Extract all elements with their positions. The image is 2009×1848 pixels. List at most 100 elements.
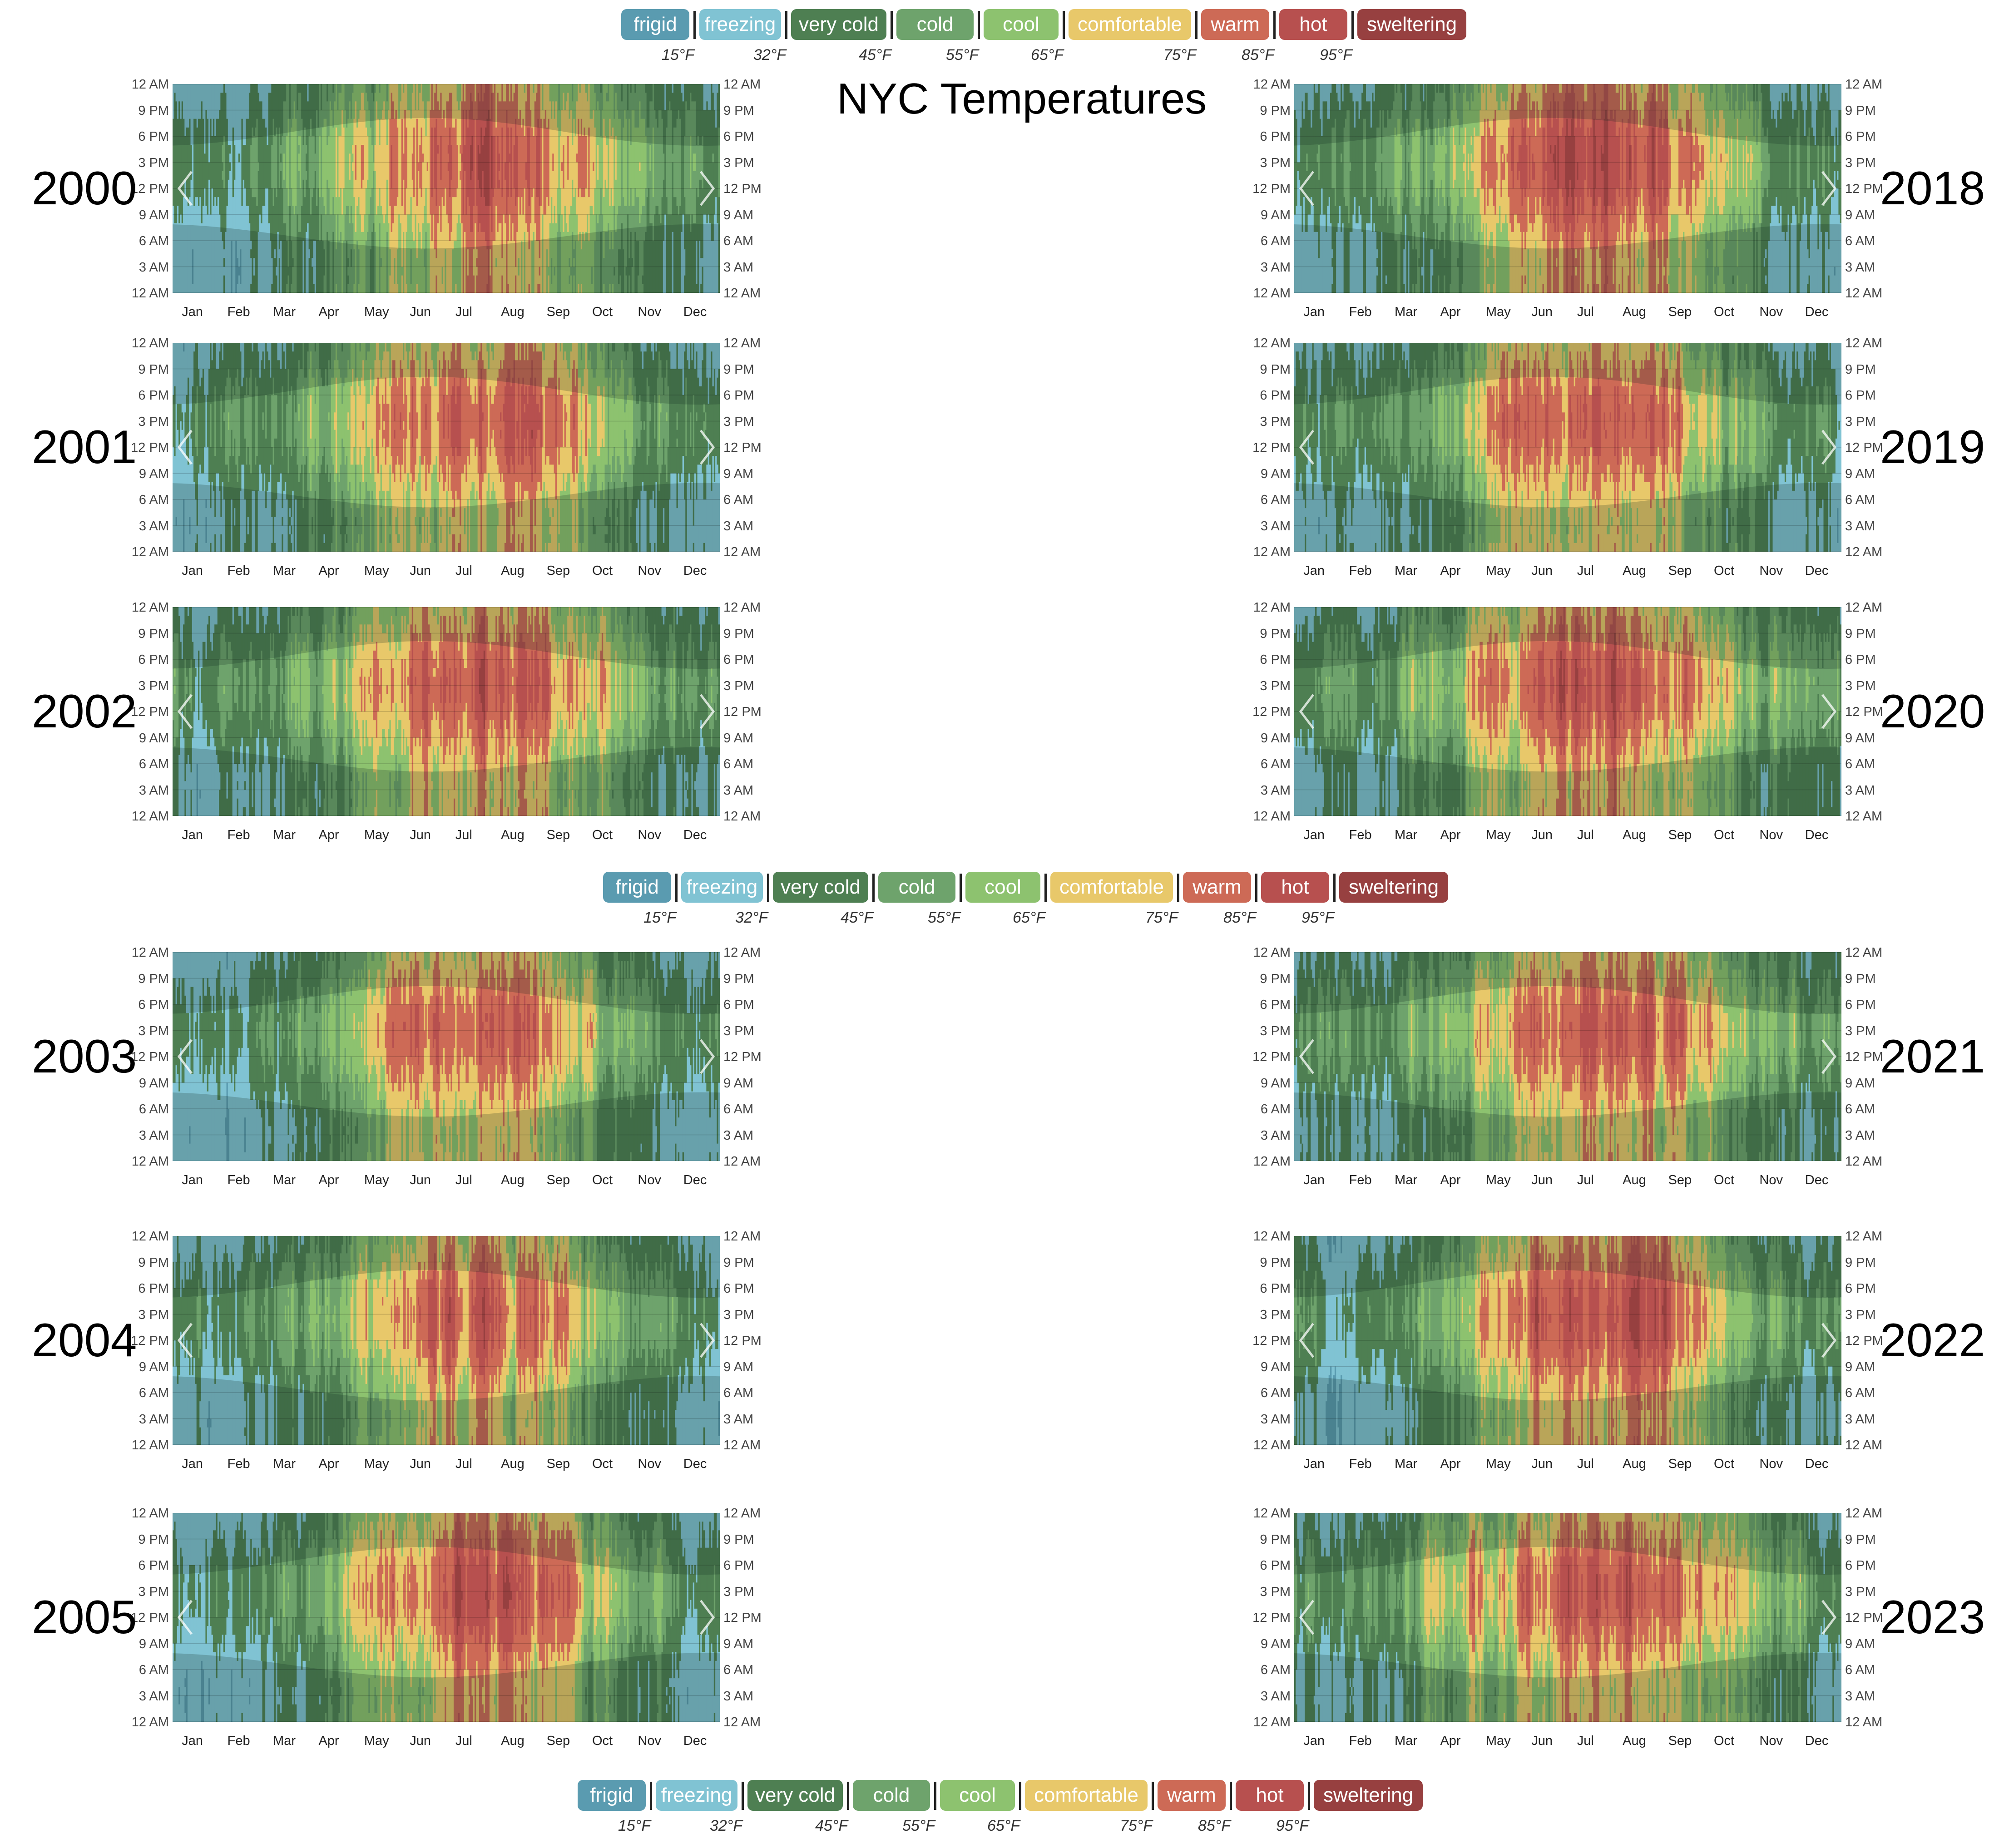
- y-tick-label: 6 AM: [723, 757, 753, 771]
- chevron-left-icon[interactable]: [174, 691, 197, 732]
- legend-item: sweltering: [1314, 1780, 1423, 1811]
- y-tick-label: 12 AM: [114, 336, 169, 350]
- legend-separator: [934, 1782, 936, 1810]
- legend-separator: [872, 874, 875, 902]
- legend-item: warm: [1201, 9, 1269, 40]
- legend-item: sweltering: [1357, 9, 1466, 40]
- y-tick-label: 12 AM: [114, 78, 169, 91]
- x-tick-label: Nov: [638, 563, 661, 578]
- x-tick-label: Oct: [592, 828, 613, 843]
- y-tick-label: 3 PM: [723, 415, 754, 429]
- legend-separator: [1308, 1782, 1310, 1810]
- legend-threshold: 55°F: [946, 46, 979, 64]
- legend-separator: [1063, 11, 1065, 39]
- x-tick-label: Jan: [182, 828, 203, 843]
- legend-item: cool: [984, 9, 1059, 40]
- legend-threshold: 95°F: [1320, 46, 1352, 64]
- temperature-heatmap: [173, 84, 720, 293]
- x-tick-label: Apr: [318, 563, 339, 578]
- legend-item: warm: [1183, 872, 1251, 903]
- y-tick-label: 6 AM: [114, 234, 169, 248]
- y-tick-label: 6 PM: [114, 653, 169, 667]
- y-tick-label: 9 PM: [114, 104, 169, 118]
- legend-separator: [1152, 1782, 1154, 1810]
- x-tick-label: Dec: [683, 305, 707, 320]
- y-tick-label: 3 AM: [114, 519, 169, 533]
- x-tick-label: Jun: [410, 563, 431, 578]
- legend-separator: [693, 11, 696, 39]
- x-tick-label: Oct: [592, 305, 613, 320]
- legend-item: comfortable: [1050, 872, 1173, 903]
- x-tick-label: Aug: [501, 305, 525, 320]
- chevron-left-icon[interactable]: [174, 427, 197, 468]
- legend-item: frigid: [603, 872, 671, 903]
- legend-separator: [1351, 11, 1354, 39]
- legend-threshold: 75°F: [1145, 909, 1178, 927]
- legend-item: hot: [1236, 1780, 1304, 1811]
- year-label: 2000: [32, 163, 137, 213]
- legend-separator: [960, 874, 962, 902]
- x-tick-label: Jan: [182, 563, 203, 578]
- y-tick-label: 3 AM: [723, 519, 753, 533]
- legend-threshold: 85°F: [1242, 46, 1274, 64]
- legend-item: very cold: [791, 9, 886, 40]
- y-tick-label: 12 PM: [723, 705, 762, 719]
- chevron-right-icon[interactable]: [695, 691, 718, 732]
- legend-threshold: 95°F: [1276, 1817, 1309, 1835]
- legend-threshold: 85°F: [1198, 1817, 1231, 1835]
- legend-item: comfortable: [1069, 9, 1191, 40]
- legend-separator: [1019, 1782, 1021, 1810]
- legend-separator: [650, 1782, 652, 1810]
- x-tick-label: Oct: [592, 563, 613, 578]
- legend-item: sweltering: [1339, 872, 1448, 903]
- legend-item: cool: [965, 872, 1040, 903]
- legend-threshold: 55°F: [928, 909, 960, 927]
- x-tick-label: Feb: [228, 305, 250, 320]
- x-tick-label: Mar: [273, 305, 296, 320]
- legend-threshold: 15°F: [662, 46, 694, 64]
- y-tick-label: 9 PM: [723, 363, 754, 376]
- temperature-heatmap: [173, 952, 720, 1161]
- legend-threshold: 85°F: [1223, 909, 1256, 927]
- x-tick-label: Mar: [273, 828, 296, 843]
- y-tick-label: 6 PM: [723, 389, 754, 402]
- legend-item: comfortable: [1025, 1780, 1148, 1811]
- y-tick-label: 12 AM: [114, 601, 169, 614]
- y-tick-label: 3 AM: [723, 784, 753, 797]
- legend-threshold: 15°F: [618, 1817, 651, 1835]
- x-tick-label: Mar: [273, 563, 296, 578]
- chevron-right-icon[interactable]: [695, 168, 718, 209]
- legend-item: warm: [1158, 1780, 1226, 1811]
- y-tick-label: 12 AM: [723, 601, 761, 614]
- legend-separator: [1230, 1782, 1232, 1810]
- chevron-left-icon[interactable]: [174, 168, 197, 209]
- x-tick-label: Nov: [638, 305, 661, 320]
- y-tick-label: 12 AM: [723, 545, 761, 559]
- y-tick-label: 6 PM: [114, 130, 169, 143]
- legend-threshold: 65°F: [987, 1817, 1020, 1835]
- y-tick-label: 12 AM: [114, 287, 169, 300]
- y-tick-label: 12 AM: [114, 545, 169, 559]
- legend-separator: [891, 11, 893, 39]
- y-tick-label: 6 AM: [114, 493, 169, 507]
- y-tick-label: 6 PM: [114, 389, 169, 402]
- x-tick-label: May: [364, 305, 389, 320]
- x-tick-label: May: [364, 828, 389, 843]
- x-tick-label: Dec: [683, 563, 707, 578]
- legend-item: freezing: [681, 872, 763, 903]
- y-tick-label: 9 PM: [114, 363, 169, 376]
- y-tick-label: 12 AM: [114, 810, 169, 823]
- legend-item: frigid: [578, 1780, 646, 1811]
- legend-separator: [785, 11, 787, 39]
- legend-item: cold: [853, 1780, 930, 1811]
- legend-separator: [847, 1782, 849, 1810]
- x-tick-label: Sep: [547, 828, 570, 843]
- y-tick-label: 12 PM: [723, 441, 762, 455]
- legend-separator: [1273, 11, 1276, 39]
- x-tick-label: Apr: [318, 828, 339, 843]
- chevron-right-icon[interactable]: [695, 427, 718, 468]
